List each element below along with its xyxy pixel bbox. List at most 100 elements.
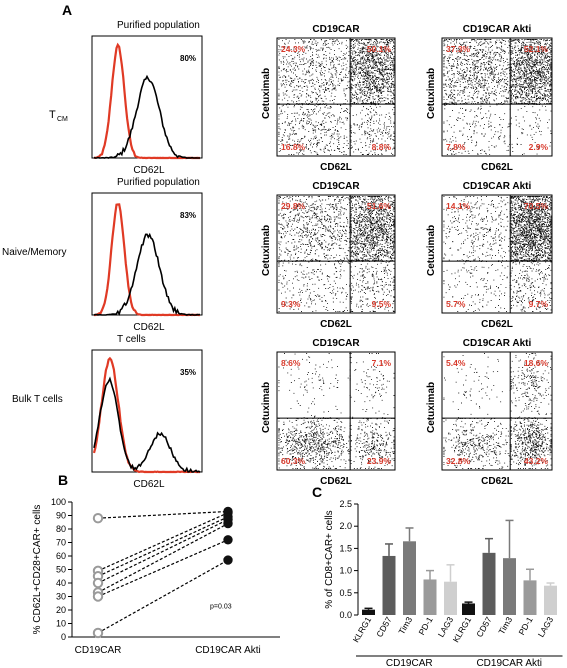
dotplot-title: CD19CAR [312,24,360,35]
dotplot-ylabel: Cetuximab [426,68,437,119]
bar [403,541,416,615]
y-tick-label: 70 [56,538,66,548]
dotplot-frame [441,194,553,314]
dotplot-points [443,196,552,312]
dotplot-events [278,353,395,469]
point-cd19car [92,627,104,639]
cd62l-curve [93,74,200,159]
dotplot-events [278,196,395,312]
dotplot-xlabel: CD62L [481,319,513,330]
point-cd19car [92,591,104,602]
histogram-xlabel: CD62L [133,165,165,176]
point-cd19car-akti [223,535,233,545]
point-cd19car [92,513,104,524]
quadrant-lower-left: 5.7% [446,299,466,309]
dotplot-title: CD19CAR Akti [463,24,532,35]
quadrant-lower-right: 8.8% [372,142,392,152]
panel-a-label: A [62,2,73,18]
dotplot-events [278,39,395,155]
y-tick-label: 0 [61,632,66,642]
y-tick-label: 60 [56,551,66,561]
y-tick-label: 2.0 [339,521,352,531]
histogram-xlabel: CD62L [133,322,165,333]
histogram-title: Purified population [117,177,200,188]
bar [423,579,437,615]
pair-line [97,559,229,634]
dotplot-events [443,353,552,469]
isotype-curve [92,356,200,474]
bar-category-label: KLRG1 [351,615,374,644]
bar-category-label: CD57 [374,615,394,639]
bar [523,580,537,615]
dotplot-xlabel: CD62L [481,476,513,487]
pair-line [97,510,229,519]
quadrant-upper-left: 8.6% [281,358,301,368]
bar-category-label: PD-1 [416,615,434,637]
dotplot-ylabel: Cetuximab [261,382,272,433]
quadrant-lower-left: 7.8% [446,142,466,152]
dotplot-points [443,353,552,469]
p-value: p=0.03 [210,604,232,611]
dotplot-title: CD19CAR [312,338,360,349]
bar-category-label: KLRG1 [451,615,474,644]
row-label-subscript: CM [57,116,68,123]
quadrant-lower-left: 9.3% [281,299,301,309]
dotplot-ylabel: Cetuximab [261,225,272,276]
panel-a-row: Naive/Memory Purified population 83% CD62L C… [2,177,553,333]
group-label: CD19CAR [386,658,433,668]
y-tick-label: 100 [51,497,66,507]
group-label: CD19CAR Akti [476,658,542,668]
quadrant-upper-right: 70.5% [524,201,549,211]
histogram-xlabel: CD62L [133,479,165,490]
point-cd19car-akti [223,518,233,529]
x-category-label: CD19CAR Akti [195,645,261,656]
panel-a-flow-cytometry: T CM Purified population 80% CD62L CD19CAR Cet… [2,20,553,490]
dotplot-title: CD19CAR Akti [463,338,532,349]
y-axis-label: % of CD8+CAR+ cells [324,510,335,608]
quadrant-upper-left: 29.8% [281,201,306,211]
y-tick-label: 1.0 [339,566,352,576]
y-tick-label: 20 [56,605,66,615]
quadrant-upper-left: 14.1% [446,201,471,211]
histogram-percent: 80% [180,54,196,63]
cd62l-curve [93,376,201,473]
quadrant-lower-right: 23.9% [367,456,392,466]
bar [444,581,457,615]
bar-category-label: LAG3 [536,615,556,639]
dotplot-points [443,39,552,155]
dotplot-xlabel: CD62L [481,162,513,173]
panel-a-row: Bulk T cells T cells 35% CD62L CD19CAR Cetuxi… [12,334,553,490]
bar-category-label: Tim3 [496,615,514,636]
quadrant-lower-right: 2.9% [529,142,549,152]
quadrant-upper-right: 7.1% [372,358,392,368]
x-category-label: CD19CAR [75,645,122,656]
bar-category-label: CD57 [474,615,494,639]
quadrant-upper-right: 18.6% [524,358,549,368]
histogram-title: Purified population [117,20,200,31]
dotplot-ylabel: Cetuximab [426,382,437,433]
pair-line [97,512,229,572]
histogram-percent: 35% [180,368,196,377]
panel-c-label: C [312,484,323,500]
bar-category-label: PD-1 [516,615,534,637]
pair-line [97,519,229,584]
bar [382,555,396,615]
dotplot-frame [441,351,553,471]
bar [362,609,375,615]
y-tick-label: 0.5 [339,588,352,598]
dotplot-frame [276,194,396,314]
y-tick-label: 0.0 [339,610,352,620]
dotplot-frame [276,351,396,471]
point-cd19car [92,577,104,589]
dotplot-frame [276,37,396,157]
row-label: Bulk T cells [12,394,63,405]
bar [482,552,496,615]
panel-c-bar-chart: 0.0 0.5 1.0 1.5 2.0 2.5 % of CD8+CAR+ cells KLR… [324,499,563,668]
dotplot-points [278,39,395,155]
dotplot-title: CD19CAR Akti [463,181,532,192]
dotplot-frame [441,37,553,157]
y-tick-label: 10 [56,619,66,629]
dotplot-events [443,39,552,155]
quadrant-lower-right: 9.7% [529,299,549,309]
y-tick-label: 30 [56,592,66,602]
